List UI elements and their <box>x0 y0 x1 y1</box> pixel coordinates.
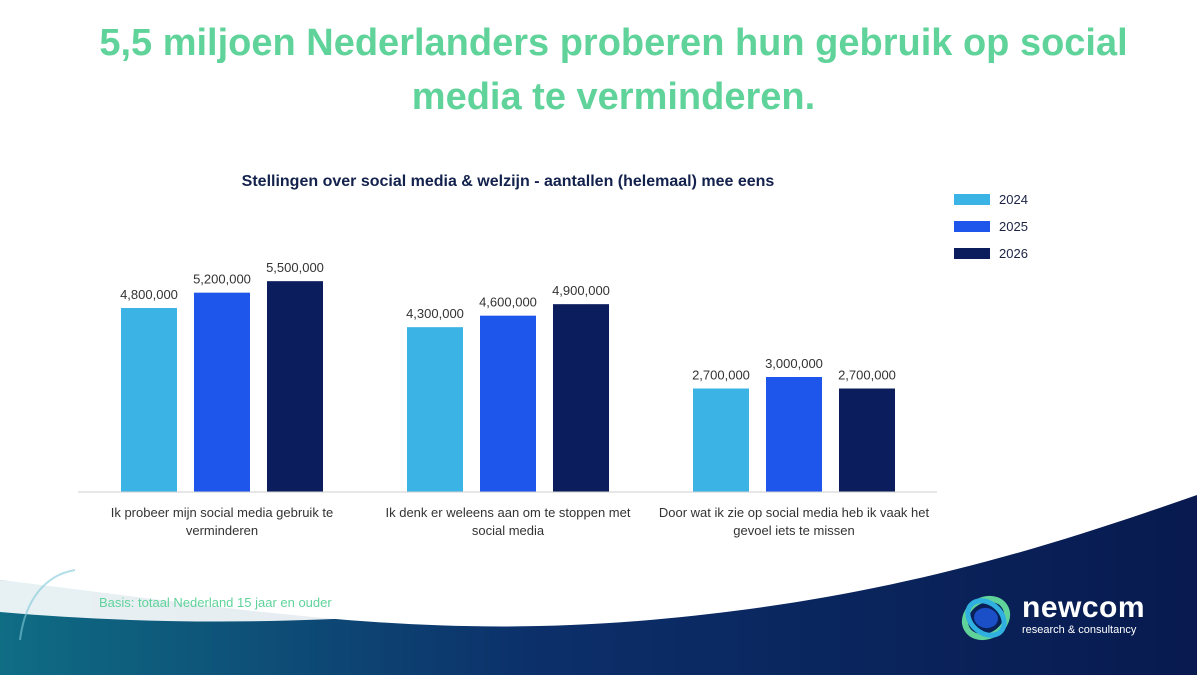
logo-tagline: research & consultancy <box>1022 624 1137 636</box>
bar-2026-cat-2 <box>553 304 609 492</box>
category-label-3-line-2: gevoel iets te missen <box>733 523 854 538</box>
value-label-2024-cat-1: 4,800,000 <box>120 287 178 302</box>
category-label-2-line-1: Ik denk er weleens aan om te stoppen met <box>386 505 631 520</box>
category-label-3-line-1: Door wat ik zie op social media heb ik v… <box>659 505 930 520</box>
bar-2024-cat-3 <box>693 388 749 492</box>
value-label-2025-cat-1: 5,200,000 <box>193 272 251 287</box>
background-swoosh-arc <box>19 569 76 641</box>
legend-label-2024: 2024 <box>999 192 1028 207</box>
value-label-2024-cat-3: 2,700,000 <box>692 368 750 383</box>
value-label-2026-cat-3: 2,700,000 <box>838 368 896 383</box>
value-label-2026-cat-1: 5,500,000 <box>266 260 324 275</box>
background-swoosh-highlight <box>0 580 470 622</box>
value-label-2025-cat-3: 3,000,000 <box>765 356 823 371</box>
legend-swatch-2026 <box>954 248 990 259</box>
value-label-2026-cat-2: 4,900,000 <box>552 283 610 298</box>
value-labels: 4,800,000 4,300,000 2,700,000 5,200,000 4,60… <box>120 260 896 382</box>
legend-label-2026: 2026 <box>999 246 1028 261</box>
bar-2024-cat-2 <box>407 327 463 492</box>
bar-2026-cat-1 <box>267 281 323 492</box>
bar-2025-cat-2 <box>480 315 536 492</box>
value-label-2024-cat-2: 4,300,000 <box>406 306 464 321</box>
category-label-1-line-1: Ik probeer mijn social media gebruik te <box>111 505 334 520</box>
bar-2026-cat-3 <box>839 388 895 492</box>
category-label-1-line-2: verminderen <box>186 523 258 538</box>
newcom-logo: newcom research & consultancy <box>958 590 1168 650</box>
legend: 2024 2025 2026 <box>954 192 1028 261</box>
bar-2025-cat-1 <box>194 292 250 492</box>
bar-2025-cat-3 <box>766 377 822 492</box>
category-label-2-line-2: social media <box>472 523 545 538</box>
value-label-2025-cat-2: 4,600,000 <box>479 295 537 310</box>
footnote: Basis: totaal Nederland 15 jaar en ouder <box>99 595 332 610</box>
bars <box>121 281 895 492</box>
headline: 5,5 miljoen Nederlanders proberen hun ge… <box>99 22 1128 118</box>
background-swoosh <box>0 495 1197 675</box>
legend-swatch-2024 <box>954 194 990 205</box>
newcom-logo-icon <box>961 595 1011 641</box>
chart-title: Stellingen over social media & welzijn -… <box>242 173 775 190</box>
bar-2024-cat-1 <box>121 308 177 492</box>
logo-wordmark: newcom <box>1022 591 1146 624</box>
legend-swatch-2025 <box>954 221 990 232</box>
category-labels: Ik probeer mijn social media gebruik te v… <box>111 505 930 538</box>
legend-label-2025: 2025 <box>999 219 1028 234</box>
